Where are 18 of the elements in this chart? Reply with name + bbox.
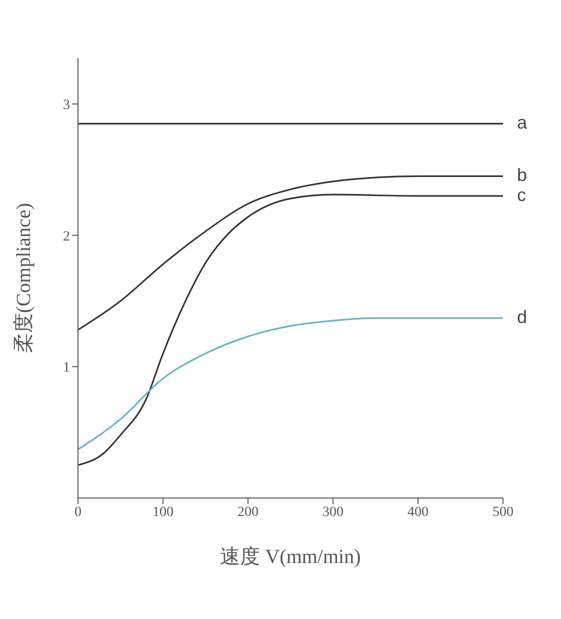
series-label: b xyxy=(517,165,528,186)
x-tick-label: 300 xyxy=(322,504,344,520)
x-tick-label: 0 xyxy=(74,504,82,520)
y-tick-label: 3 xyxy=(63,98,70,113)
series-label: c xyxy=(517,184,526,205)
series-label: a xyxy=(517,112,528,133)
x-tick-label: 400 xyxy=(408,504,428,520)
x-axis-title: 速度 V(mm/min) xyxy=(220,546,361,568)
series-label: d xyxy=(517,307,528,328)
x-tick-label: 200 xyxy=(238,504,258,520)
x-tick-label: 100 xyxy=(152,504,174,520)
line-series xyxy=(78,175,503,331)
y-axis-title: 柔度(Compliance) xyxy=(13,203,36,353)
line-series xyxy=(78,317,503,450)
y-tick-label: 1 xyxy=(63,360,70,376)
x-tick-label: 500 xyxy=(492,504,514,520)
y-tick-label: 2 xyxy=(63,229,70,244)
line-series xyxy=(78,194,503,466)
